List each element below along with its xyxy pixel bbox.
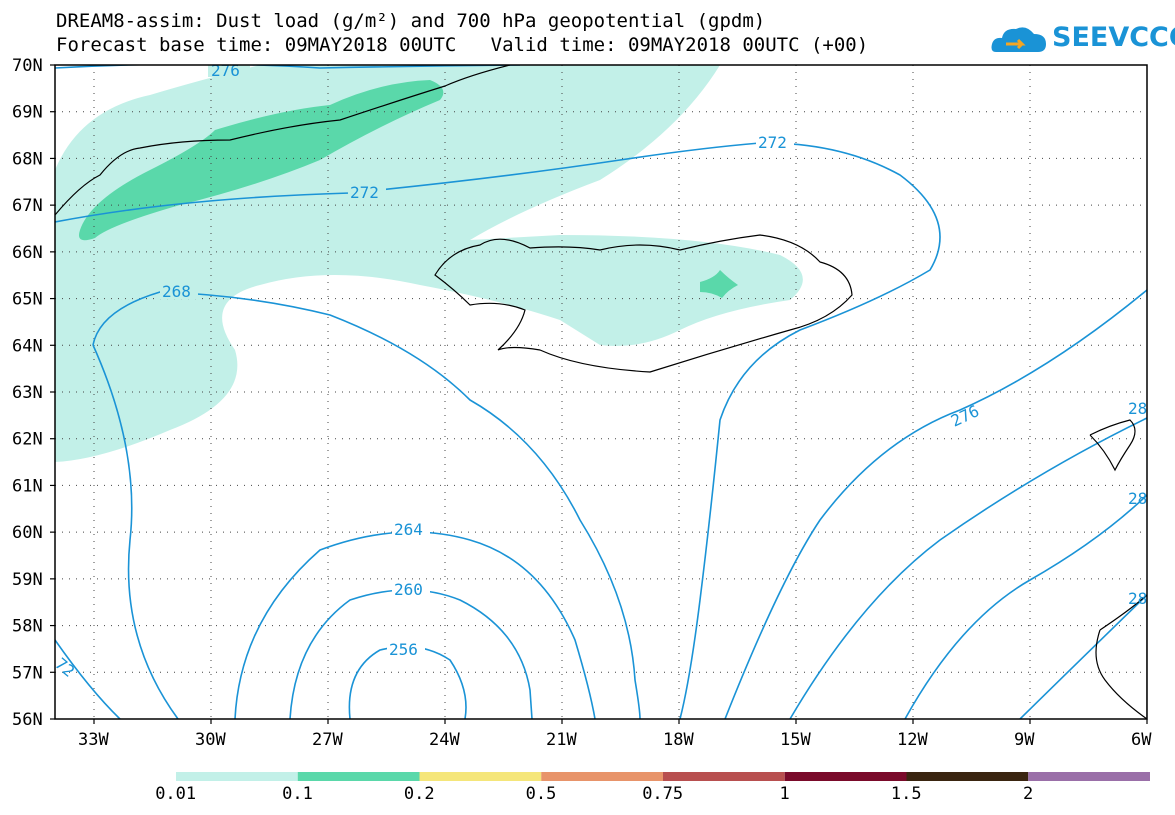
lon-label: 6W (1131, 730, 1152, 750)
legend-swatch (541, 772, 663, 781)
contour-label-260: 260 (394, 580, 423, 599)
contour-label-268: 268 (162, 282, 191, 301)
lon-label: 33W (78, 730, 109, 750)
lat-label: 59N (12, 570, 43, 590)
lon-label: 18W (663, 730, 694, 750)
lat-label: 67N (12, 196, 43, 216)
lat-label: 68N (12, 149, 43, 169)
contour-label-264: 264 (394, 520, 423, 539)
lat-label: 64N (12, 336, 43, 356)
map-title: DREAM8-assim: Dust load (g/m²) and 700 h… (56, 10, 766, 32)
contour-labels: 276 272 272 268 264 260 256 276 72 28 28… (55, 61, 1147, 681)
lat-label: 61N (12, 476, 43, 496)
legend-swatch (176, 772, 298, 781)
legend-swatch (906, 772, 1029, 781)
contour-label-28-c: 28 (1128, 589, 1147, 608)
lon-label: 9W (1014, 730, 1035, 750)
longitude-labels: 33W 30W 27W 24W 21W 18W 15W 12W 9W 6W (78, 730, 1152, 750)
legend-colorbar (176, 772, 1150, 781)
legend-label: 1.5 (890, 784, 922, 804)
contour-label-276-top: 276 (211, 61, 240, 80)
lon-label: 27W (312, 730, 343, 750)
legend-swatch (419, 772, 542, 781)
geopotential-contours (55, 65, 1147, 719)
lon-label: 24W (429, 730, 460, 750)
lat-label: 63N (12, 383, 43, 403)
cloud-icon (991, 27, 1046, 52)
contour-label-272-west: 272 (350, 183, 379, 202)
coastlines (55, 65, 1147, 719)
legend-swatch (1028, 772, 1150, 781)
legend-swatch (784, 772, 907, 781)
legend-label: 0.01 (155, 784, 197, 804)
lat-label: 60N (12, 523, 43, 543)
lat-label: 70N (12, 56, 43, 76)
legend-swatch (663, 772, 785, 781)
lat-label: 58N (12, 617, 43, 637)
dust-spot (700, 270, 738, 298)
lon-label: 21W (546, 730, 577, 750)
lon-label: 30W (195, 730, 226, 750)
lon-label: 12W (897, 730, 928, 750)
lat-label: 57N (12, 663, 43, 683)
legend-label: 0.5 (525, 784, 557, 804)
contour-label-276-east: 276 (948, 401, 982, 430)
lat-label: 56N (12, 710, 43, 730)
legend-label: 1 (779, 784, 790, 804)
latitude-labels: 70N 69N 68N 67N 66N 65N 64N 63N 62N 61N 60N 59N 58N 5… (12, 56, 43, 730)
legend-label: 0.75 (642, 784, 684, 804)
legend-swatch (297, 772, 420, 781)
logo-text: SEEVCCC (1052, 22, 1175, 53)
contour-label-28-a: 28 (1128, 399, 1147, 418)
dust-area-low (55, 65, 803, 462)
lon-label: 15W (780, 730, 811, 750)
legend-label: 0.2 (403, 784, 435, 804)
lat-label: 62N (12, 430, 43, 450)
map-subtitle: Forecast base time: 09MAY2018 00UTC Vali… (56, 34, 869, 56)
lat-label: 65N (12, 290, 43, 310)
dust-area-mid (79, 80, 444, 241)
contour-label-28-b: 28 (1128, 489, 1147, 508)
contour-label-272-east: 272 (758, 133, 787, 152)
legend-label: 0.1 (282, 784, 313, 804)
lat-label: 66N (12, 243, 43, 263)
lat-label: 69N (12, 103, 43, 123)
legend-label: 2 (1023, 784, 1034, 804)
contour-label-256: 256 (389, 640, 418, 659)
